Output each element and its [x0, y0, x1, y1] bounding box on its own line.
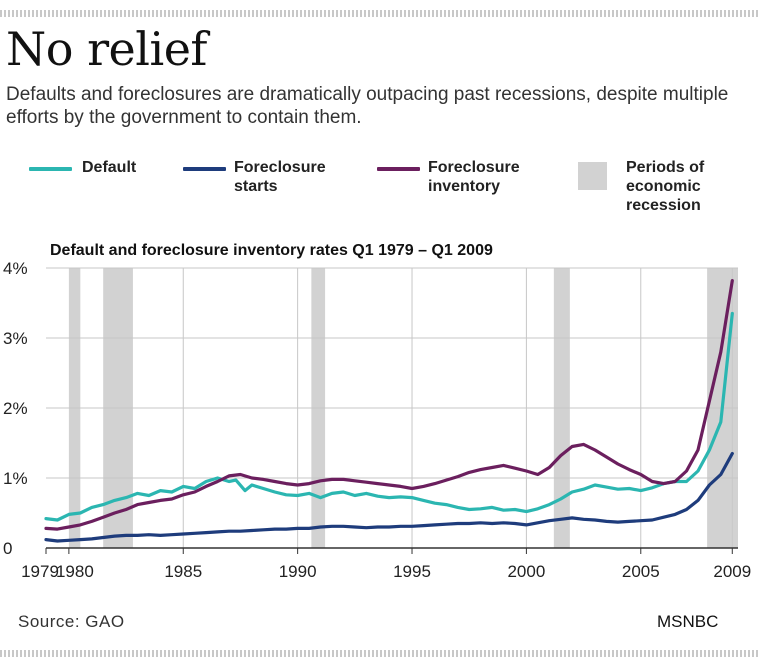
y-tick-label: 1% [3, 469, 28, 488]
y-tick-label: 3% [3, 329, 28, 348]
x-tick-label: 1985 [164, 562, 202, 581]
chart-title: Default and foreclosure inventory rates … [50, 242, 493, 259]
legend-foreclosure-starts-swatch [183, 167, 226, 171]
y-tick-label: 4% [3, 259, 28, 278]
page-title: No relief [6, 22, 207, 76]
legend-recession-label: Periods of economic recession [626, 159, 705, 214]
x-tick-label: 1995 [393, 562, 431, 581]
legend-recession-swatch [578, 162, 607, 190]
legend: Default Foreclosure starts Foreclosure i… [0, 158, 760, 218]
x-tick-label: 1990 [279, 562, 317, 581]
series-line-foreclosure-inventory [44, 279, 734, 531]
bottom-rule [0, 650, 760, 657]
y-tick-label: 2% [3, 399, 28, 418]
source-note: Source: GAO [18, 612, 125, 631]
legend-foreclosure-inventory-label: Foreclosure inventory [428, 159, 520, 195]
y-tick-label: 0 [3, 539, 12, 558]
x-tick-label: 1980 [56, 562, 94, 581]
x-tick-label: 2005 [622, 562, 660, 581]
legend-default-label: Default [82, 159, 137, 176]
x-tick-label: 2009 [713, 562, 751, 581]
series-line-foreclosure-starts [44, 451, 734, 543]
page-subtitle: Defaults and foreclosures are dramatical… [6, 84, 729, 128]
legend-foreclosure-inventory-swatch [377, 167, 420, 171]
x-tick-label: 1979 [21, 562, 59, 581]
legend-default-swatch [29, 167, 72, 171]
x-tick-label: 2000 [507, 562, 545, 581]
top-rule [0, 10, 760, 17]
legend-foreclosure-starts-label: Foreclosure starts [234, 159, 326, 195]
credit: MSNBC [657, 612, 719, 631]
series-line-default [44, 311, 734, 522]
